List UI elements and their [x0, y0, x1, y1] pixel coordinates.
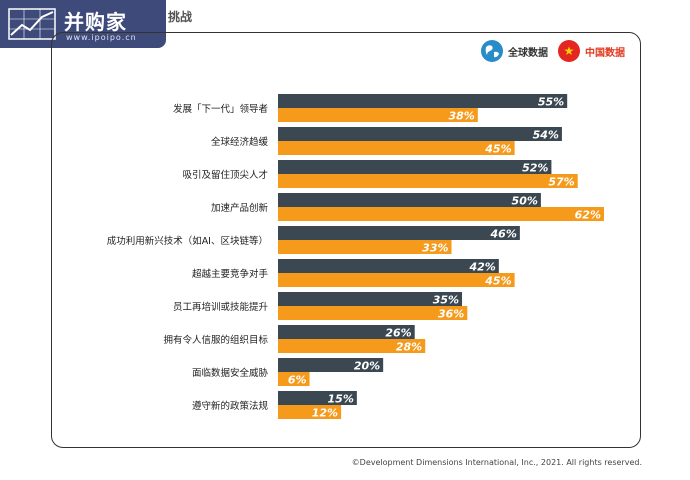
- category-label: 全球经济趋缓: [211, 136, 269, 148]
- bar-china: [278, 240, 452, 254]
- category-label: 员工再培训或技能提升: [173, 301, 269, 313]
- site-logo: 并购家 www.ipoipo.cn: [0, 0, 166, 48]
- category-label: 遵守新的政策法规: [192, 400, 269, 412]
- china-flag-icon: ★: [558, 40, 580, 62]
- bar-china: [278, 339, 426, 353]
- bar-china: [278, 108, 478, 122]
- data-label: 55%: [538, 96, 564, 109]
- bar-china: [278, 372, 310, 386]
- category-label: 面临数据安全威胁: [192, 367, 269, 379]
- bar-china: [278, 405, 342, 419]
- data-label: 38%: [448, 110, 474, 123]
- copyright-notice: ©Development Dimensions International, I…: [351, 458, 642, 467]
- legend-china: ★ 中国数据: [558, 40, 625, 62]
- category-label: 吸引及留住顶尖人才: [182, 169, 268, 181]
- data-label: 52%: [522, 162, 548, 175]
- data-label: 57%: [548, 176, 574, 189]
- category-label: 成功利用新兴技术（如AI、区块链等）: [107, 235, 268, 247]
- category-label: 加速产品创新: [211, 202, 269, 214]
- legend-china-label: 中国数据: [585, 47, 625, 59]
- category-label: 拥有令人信服的组织目标: [163, 334, 268, 346]
- data-label: 6%: [288, 374, 307, 387]
- data-label: 20%: [354, 360, 380, 373]
- data-label: 33%: [422, 242, 448, 255]
- bar-global: [278, 292, 463, 306]
- data-label: 45%: [484, 275, 511, 288]
- bar-china: [278, 273, 515, 287]
- bar-global: [278, 193, 541, 207]
- bar-global: [278, 226, 520, 240]
- legend-global-label: 全球数据: [508, 47, 548, 59]
- data-label: 45%: [484, 143, 511, 156]
- data-label: 26%: [385, 327, 411, 340]
- category-label: 发展「下一代」领导者: [173, 103, 268, 115]
- logo-text: 并购家: [64, 10, 127, 34]
- bar-global: [278, 391, 357, 405]
- data-label: 35%: [433, 294, 459, 307]
- bar-china: [278, 207, 604, 221]
- globe-icon: [481, 40, 503, 62]
- bar-global: [278, 94, 568, 108]
- data-label: 62%: [575, 209, 601, 222]
- data-label: 42%: [468, 261, 495, 274]
- bar-china: [278, 141, 515, 155]
- bar-global: [278, 358, 384, 372]
- bar-china: [278, 306, 468, 320]
- data-label: 36%: [438, 308, 464, 321]
- bar-global: [278, 160, 552, 174]
- data-label: 54%: [533, 129, 559, 142]
- bar-global: [278, 259, 499, 273]
- page-title: 挑战: [168, 10, 193, 24]
- category-label: 超越主要竞争对手: [192, 268, 269, 280]
- chart-logo-icon: [8, 8, 56, 40]
- data-label: 50%: [512, 195, 538, 208]
- logo-url: www.ipoipo.cn: [66, 33, 137, 42]
- legend-global: 全球数据: [481, 40, 548, 62]
- data-label: 15%: [328, 393, 354, 406]
- bar-china: [278, 174, 578, 188]
- bar-global: [278, 127, 562, 141]
- chart-frame: [51, 32, 641, 448]
- bar-global: [278, 325, 415, 339]
- data-label: 46%: [490, 228, 517, 241]
- data-label: 28%: [396, 341, 422, 354]
- data-label: 12%: [312, 407, 338, 420]
